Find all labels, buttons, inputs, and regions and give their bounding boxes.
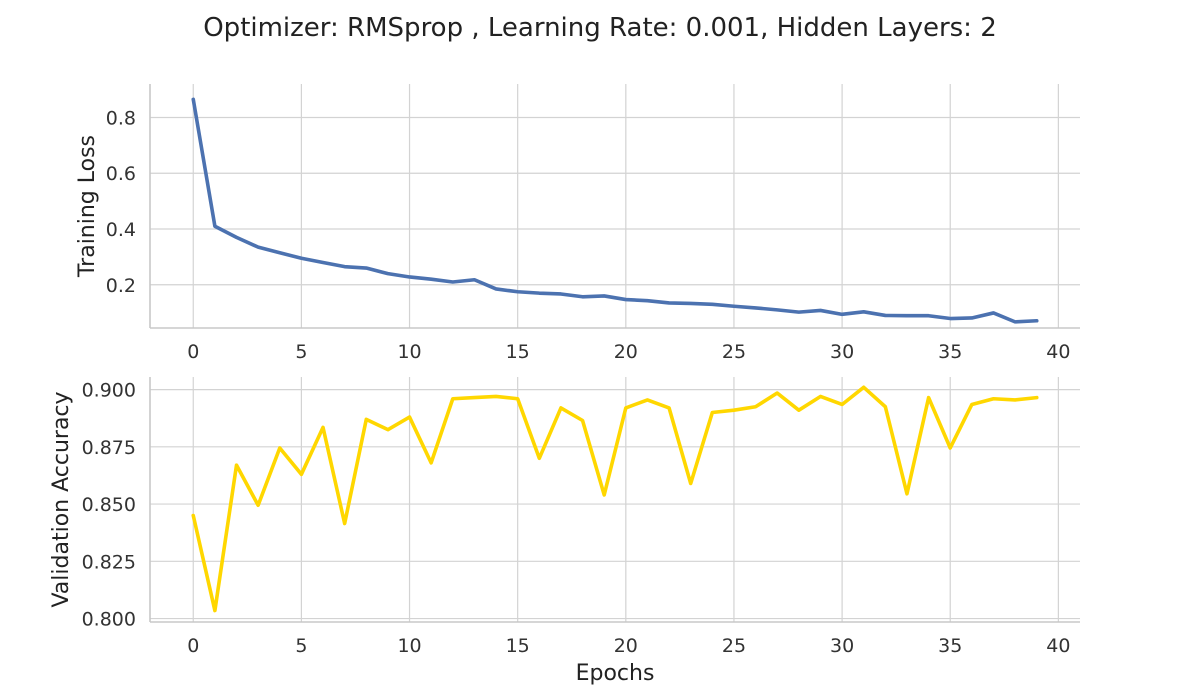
x-tick-label: 25 [722,341,746,363]
x-tick-label: 0 [187,635,199,657]
y-tick-label: 0.6 [106,163,136,185]
y-tick-labels: 0.800 0.825 0.850 0.875 0.900 [82,380,136,631]
x-tick-label: 15 [506,635,530,657]
x-tick-label: 30 [830,341,854,363]
y-tick-label: 0.8 [106,107,136,129]
y-tick-label: 0.850 [82,494,136,516]
x-tick-labels: 0 5 10 15 20 25 30 35 40 [187,635,1070,657]
y-tick-labels: 0.2 0.4 0.6 0.8 [106,107,136,296]
y-tick-label: 0.900 [82,380,136,402]
y-axis-label: Training Loss [75,135,100,278]
y-axis-label: Validation Accuracy [49,391,74,607]
x-tick-label: 0 [187,341,199,363]
x-tick-label: 40 [1046,341,1070,363]
validation-accuracy-panel: 0 5 10 15 20 25 30 35 40 0.800 0.825 0.850 0.875 0.9… [49,377,1080,686]
x-tick-label: 35 [938,341,962,363]
x-axis-label: Epochs [576,661,655,686]
x-tick-label: 20 [614,341,638,363]
x-tick-labels: 0 5 10 15 20 25 30 35 40 [187,341,1070,363]
x-tick-label: 5 [295,341,307,363]
series-line [191,385,1039,613]
grid [150,377,1080,622]
x-tick-label: 10 [397,341,421,363]
series-group [191,97,1039,324]
x-tick-label: 25 [722,635,746,657]
x-tick-label: 15 [506,341,530,363]
x-tick-label: 5 [295,635,307,657]
grid [150,84,1080,328]
axes-spines [149,84,1080,329]
x-tick-label: 40 [1046,635,1070,657]
y-tick-label: 0.4 [106,219,136,241]
x-tick-label: 35 [938,635,962,657]
y-tick-label: 0.825 [82,551,136,573]
y-tick-label: 0.875 [82,437,136,459]
series-group [191,385,1039,613]
series-line [191,97,1039,324]
y-tick-label: 0.800 [82,609,136,631]
x-tick-label: 30 [830,635,854,657]
y-tick-label: 0.2 [106,275,136,297]
x-tick-label: 10 [397,635,421,657]
figure-title: Optimizer: RMSprop , Learning Rate: 0.00… [203,13,997,43]
x-tick-label: 20 [614,635,638,657]
training-loss-panel: 0 5 10 15 20 25 30 35 40 0.2 0.4 0.6 0.8 Training L… [75,84,1080,363]
axes-spines [149,377,1080,623]
